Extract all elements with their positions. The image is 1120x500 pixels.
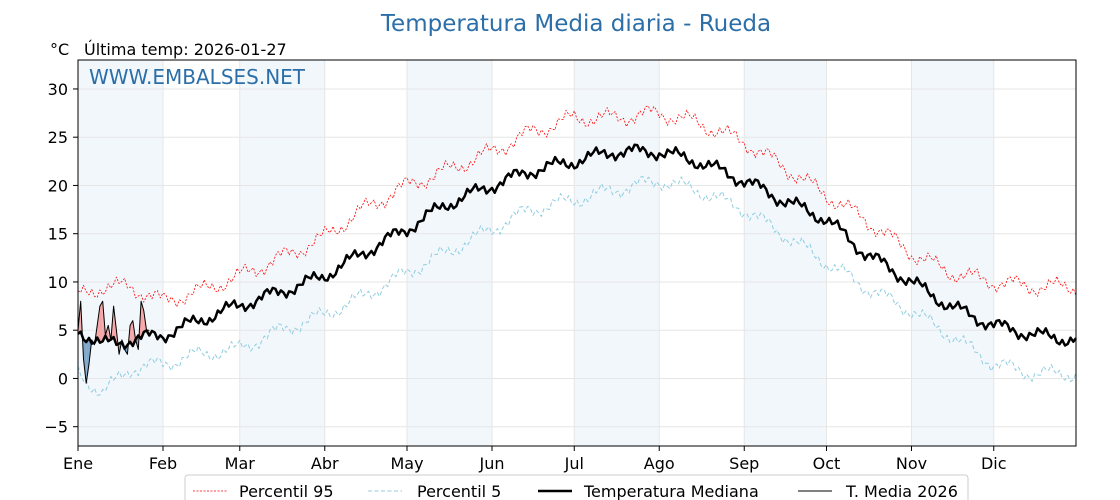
plot-area bbox=[77, 105, 1077, 396]
month-bands bbox=[78, 60, 994, 446]
legend-label: Percentil 5 bbox=[417, 482, 501, 500]
x-axis: Ene Feb Mar Abr May Jun Jul Ago Sep Oct Nov Dic bbox=[63, 446, 1007, 473]
y-tick-label: 15 bbox=[48, 225, 68, 244]
x-tick-label: Dic bbox=[981, 454, 1007, 473]
x-tick-label: Oct bbox=[813, 454, 841, 473]
plot-frame bbox=[77, 59, 1077, 447]
x-tick-label: Mar bbox=[225, 454, 256, 473]
x-tick-label: Sep bbox=[729, 454, 759, 473]
y-tick-label: −5 bbox=[44, 418, 68, 437]
series-line-t-media-2026 bbox=[77, 300, 150, 384]
legend: Percentil 95 Percentil 5 Temperatura Media… bbox=[184, 474, 969, 500]
month-band bbox=[407, 60, 493, 446]
x-tick-label: Jun bbox=[479, 454, 505, 473]
y-unit-label: °C bbox=[50, 40, 69, 59]
x-tick-label: Ago bbox=[644, 454, 675, 473]
anomaly-warm-fill bbox=[99, 301, 103, 343]
anomaly-cold-fill bbox=[86, 337, 89, 384]
x-tick-label: Nov bbox=[896, 454, 927, 473]
anomaly-warm-fill bbox=[141, 301, 144, 339]
grid-lines bbox=[77, 60, 1076, 446]
anomaly-warm-fill bbox=[80, 301, 84, 360]
month-band bbox=[744, 60, 827, 446]
month-band bbox=[911, 60, 994, 446]
legend-label: T. Media 2026 bbox=[845, 482, 958, 500]
y-tick-label: 0 bbox=[58, 369, 68, 388]
watermark: WWW.EMBALSES.NET bbox=[89, 65, 306, 89]
legend-label: Percentil 95 bbox=[239, 482, 334, 500]
month-band bbox=[78, 60, 163, 446]
x-tick-label: May bbox=[390, 454, 423, 473]
x-tick-label: Ene bbox=[63, 454, 93, 473]
x-tick-label: Feb bbox=[149, 454, 177, 473]
x-tick-label: Abr bbox=[311, 454, 339, 473]
y-tick-label: 25 bbox=[48, 128, 68, 147]
y-tick-label: 30 bbox=[48, 80, 68, 99]
series-line-percentil-5 bbox=[77, 176, 1077, 396]
legend-label: Temperatura Mediana bbox=[583, 482, 759, 500]
y-axis: 30 25 20 15 10 5 0 −5 bbox=[44, 80, 78, 437]
anomaly-cold-fill bbox=[83, 339, 87, 384]
x-tick-label: Jul bbox=[564, 454, 584, 473]
series-line-temperatura-mediana bbox=[77, 143, 1077, 351]
legend-box bbox=[184, 474, 969, 500]
month-band bbox=[239, 60, 325, 446]
y-tick-label: 10 bbox=[48, 273, 68, 292]
anomaly-warm-fill bbox=[130, 320, 133, 347]
anomaly-warm-fill bbox=[97, 306, 100, 343]
y-tick-label: 5 bbox=[58, 321, 68, 340]
series-line-percentil-95 bbox=[77, 105, 1077, 308]
y-tick-label: 20 bbox=[48, 176, 68, 195]
last-temp-label: Última temp: 2026-01-27 bbox=[84, 40, 287, 59]
chart-title: Temperatura Media diaria - Rueda bbox=[380, 11, 771, 37]
month-band bbox=[574, 60, 660, 446]
